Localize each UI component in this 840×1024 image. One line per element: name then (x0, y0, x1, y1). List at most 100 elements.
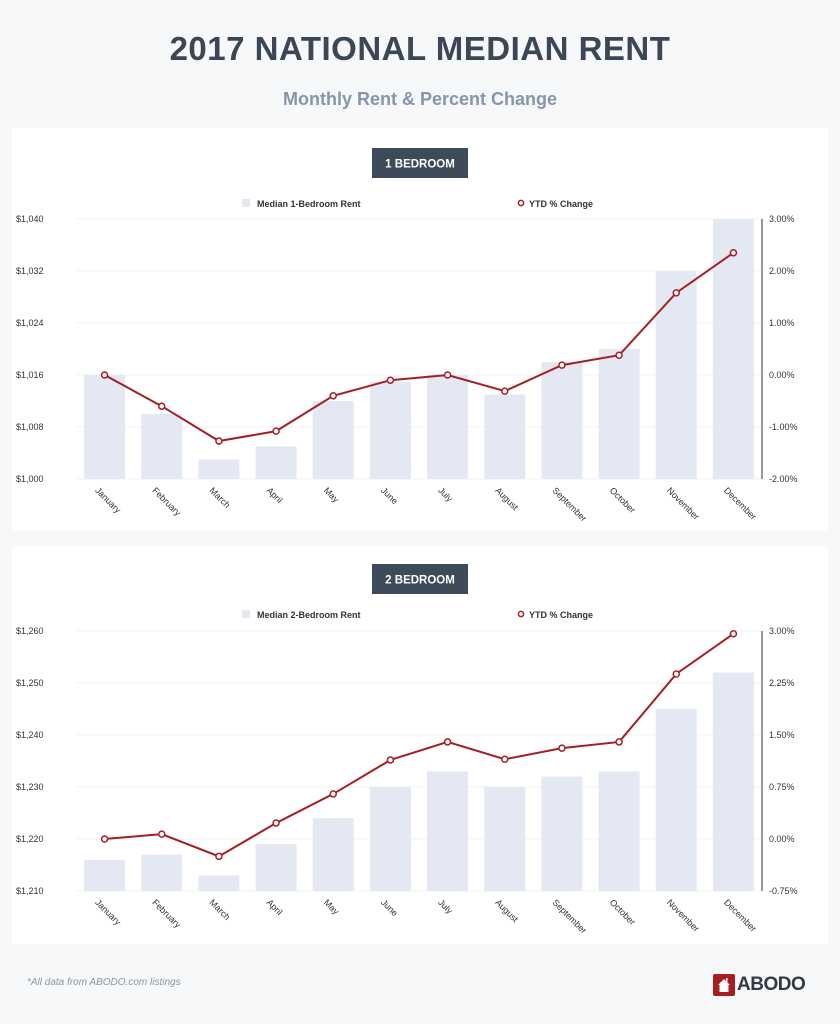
bar-november (655, 709, 697, 891)
x-tick-label: August (493, 485, 520, 512)
x-tick-label: April (265, 485, 285, 505)
point-december (729, 249, 738, 257)
logo-text: ABODO (737, 974, 806, 995)
point-march (215, 852, 223, 861)
y2-tick-label: 0.00% (769, 834, 795, 844)
x-tick-label: March (208, 897, 233, 922)
x-tick-label: January (93, 897, 123, 927)
point-january (100, 835, 109, 843)
ytd-change-line (104, 251, 734, 443)
point-december (729, 630, 738, 638)
point-october (615, 738, 623, 746)
y2-tick-label: 2.25% (769, 678, 795, 688)
x-tick-label: December (722, 485, 758, 521)
point-august (501, 755, 509, 764)
y-tick-label: $1,024 (16, 318, 44, 328)
y2-tick-label: 0.00% (769, 370, 795, 380)
y-tick-label: $1,040 (16, 214, 44, 224)
bar-april (255, 844, 297, 891)
bar-june (369, 381, 411, 479)
bar-december (712, 672, 754, 891)
y2-tick-label: 2.00% (769, 266, 795, 276)
house-icon (713, 974, 735, 996)
x-tick-label: February (150, 897, 183, 930)
bar-september (541, 776, 583, 891)
legend-line-marker (517, 610, 525, 618)
x-tick-label: October (608, 897, 638, 927)
legend-bar-label: Median 2-Bedroom Rent (257, 610, 361, 620)
point-september (558, 361, 566, 369)
x-tick-label: November (665, 485, 701, 521)
point-june (386, 756, 395, 764)
chart-title: 1 BEDROOM (385, 159, 455, 171)
bar-may (312, 818, 354, 891)
y-tick-label: $1,032 (16, 266, 44, 276)
x-tick-label: November (665, 897, 701, 933)
bar-june (369, 787, 411, 891)
bar-december (712, 219, 754, 479)
bar-september (541, 362, 583, 479)
bar-january (84, 859, 126, 891)
point-may (329, 392, 337, 400)
point-february (158, 402, 166, 410)
bar-july (427, 375, 469, 479)
point-may (329, 790, 337, 798)
point-july (443, 738, 452, 746)
y2-tick-label: 0.75% (769, 782, 795, 792)
chart-card-2-bedroom: 2 BEDROOM Median 2-Bedroom Rent YTD % Chan… (12, 546, 828, 944)
x-tick-label: February (150, 485, 183, 518)
legend-bar-swatch (242, 610, 250, 618)
x-tick-label: March (208, 485, 233, 510)
x-tick-label: May (322, 485, 341, 504)
abodo-logo: ABODO (713, 974, 806, 996)
y-tick-label: $1,016 (16, 370, 44, 380)
chart-svg: 2 BEDROOM Median 2-Bedroom Rent YTD % Chan… (16, 564, 798, 936)
y2-tick-label: 1.00% (769, 318, 795, 328)
chart-title: 2 BEDROOM (385, 575, 455, 587)
point-april (272, 427, 280, 435)
point-september (558, 744, 566, 752)
x-tick-label: July (436, 485, 455, 504)
y2-tick-label: -1.00% (769, 422, 798, 432)
point-january (100, 371, 109, 379)
x-tick-label: August (493, 897, 520, 924)
bar-february (141, 414, 183, 479)
point-february (158, 830, 166, 838)
chart-card-1-bedroom: 1 BEDROOM Median 1-Bedroom Rent YTD % Chan… (12, 128, 828, 530)
x-tick-label: June (379, 485, 400, 506)
x-tick-label: September (551, 485, 589, 523)
y2-tick-label: -2.00% (769, 474, 798, 484)
legend-line-label: YTD % Change (529, 610, 593, 620)
x-tick-label: July (436, 897, 455, 916)
bar-november (655, 271, 697, 479)
ytd-change-line (104, 632, 734, 858)
y2-tick-label: -0.75% (769, 886, 798, 896)
page-title: 2017 NATIONAL MEDIAN RENT (169, 30, 671, 67)
bar-october (598, 771, 640, 891)
y-tick-label: $1,220 (16, 834, 44, 844)
y-tick-label: $1,250 (16, 678, 44, 688)
point-october (615, 351, 623, 359)
point-august (501, 387, 509, 395)
point-april (272, 819, 280, 827)
bar-january (84, 375, 126, 479)
y2-tick-label: 3.00% (769, 626, 795, 636)
y-tick-label: $1,240 (16, 730, 44, 740)
x-tick-label: October (608, 485, 638, 515)
x-tick-label: April (265, 897, 285, 917)
y-tick-label: $1,210 (16, 886, 44, 896)
bar-march (198, 459, 240, 479)
page-subtitle: Monthly Rent & Percent Change (282, 89, 558, 109)
bar-february (141, 854, 183, 891)
legend-bar-label: Median 1-Bedroom Rent (257, 199, 361, 209)
y2-tick-label: 3.00% (769, 214, 795, 224)
y-tick-label: $1,260 (16, 626, 44, 636)
x-tick-label: May (322, 897, 341, 916)
bar-august (484, 394, 526, 479)
bar-october (598, 349, 640, 479)
chart-title-badge (372, 564, 468, 594)
point-march (215, 437, 223, 445)
y2-tick-label: 1.50% (769, 730, 795, 740)
bar-may (312, 401, 354, 479)
x-tick-label: September (551, 897, 589, 935)
